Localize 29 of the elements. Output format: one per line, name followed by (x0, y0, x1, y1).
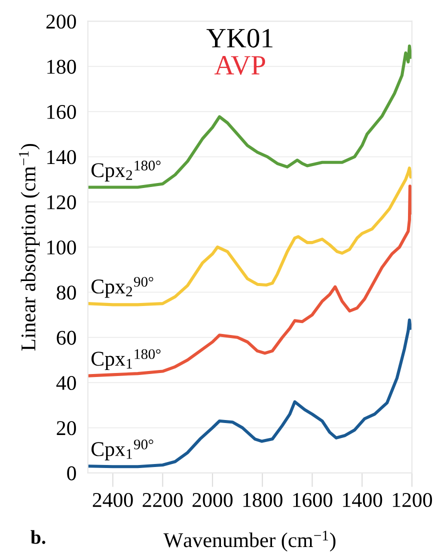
y-tick-label: 80 (56, 286, 76, 300)
chart-title: YK01 (206, 28, 272, 48)
x-tick-label: 1600 (293, 492, 332, 508)
x-tick-label: 1800 (243, 492, 282, 508)
y-tick-label: 160 (47, 104, 76, 120)
annotation: Cpx$_{1}$$^{180°}$ (92, 349, 160, 370)
y-tick-label: 0 (67, 466, 76, 480)
x-tick-label: 1400 (343, 492, 382, 508)
y-tick-label: 180 (47, 60, 76, 74)
x-tick-label: 1200 (392, 492, 432, 508)
y-tick-label: 200 (46, 14, 76, 29)
y-tick-label: 140 (47, 150, 76, 164)
text: AVP (214, 56, 266, 75)
x-tick-label: 2000 (192, 492, 233, 508)
annotation: Cpx$_{2}$$^{90°}$ (92, 276, 154, 298)
x-axis-title: Wavenumber (cm$^{−1}$) (163, 530, 336, 552)
y-tick-label: 20 (56, 421, 76, 436)
line-series (88, 318, 412, 468)
x-tick-label: 2200 (142, 492, 183, 508)
y-tick-label: 100 (47, 240, 76, 255)
y-tick-label: 60 (56, 330, 76, 345)
y-axis-title: Linear absorption (cm$^{−1}$) (18, 144, 40, 351)
annotation: Cpx$_{2}$$^{180°}$ (92, 160, 160, 182)
line-series (88, 184, 412, 378)
y-tick-label: 120 (47, 195, 76, 210)
text: b. (30, 530, 46, 544)
x-tick-label: 2400 (92, 492, 133, 508)
annotation: Cpx$_{1}$$^{90°}$ (92, 440, 154, 460)
y-tick-label: 40 (56, 376, 76, 390)
